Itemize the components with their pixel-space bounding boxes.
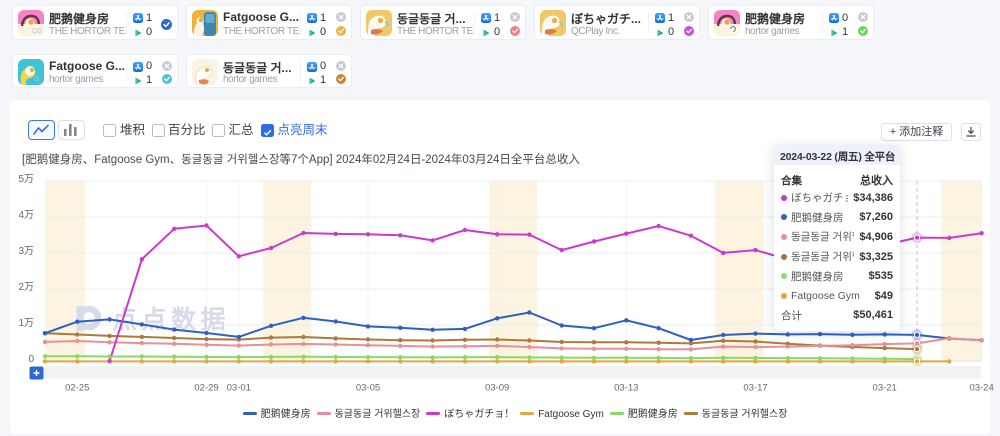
svg-text:G: G <box>34 76 39 83</box>
svg-text:03-01: 03-01 <box>227 383 251 394</box>
svg-text:02-25: 02-25 <box>65 383 89 394</box>
svg-text:3万: 3万 <box>18 246 34 257</box>
svg-text:03-17: 03-17 <box>743 383 767 394</box>
svg-text:03-21: 03-21 <box>873 383 897 394</box>
svg-text:03-05: 03-05 <box>356 383 380 394</box>
svg-text:03-13: 03-13 <box>614 383 638 394</box>
svg-text:02-29: 02-29 <box>194 383 218 394</box>
svg-text:03-24: 03-24 <box>969 383 993 394</box>
svg-text:0: 0 <box>28 354 34 365</box>
svg-text:5万: 5万 <box>18 174 34 185</box>
svg-text:03-09: 03-09 <box>485 383 509 394</box>
svg-text:1万: 1万 <box>18 318 34 329</box>
svg-text:CG: CG <box>32 28 43 35</box>
svg-text:4万: 4万 <box>18 210 34 221</box>
svg-text:2万: 2万 <box>18 282 34 293</box>
